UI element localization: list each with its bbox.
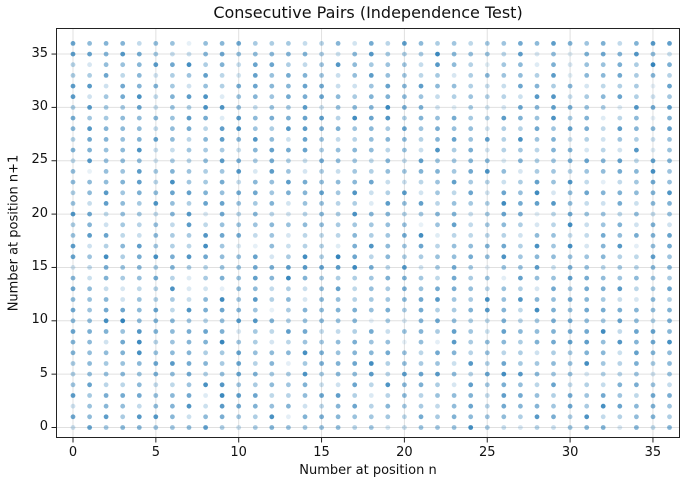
y-tick-label: 15 — [31, 258, 48, 274]
x-tick-label: 30 — [561, 445, 579, 460]
x-tick-label: 25 — [478, 445, 496, 460]
x-tick-label: 15 — [313, 445, 330, 460]
x-tick-label: 0 — [68, 445, 78, 460]
y-tick-label: 30 — [31, 98, 48, 114]
x-axis-label: Number at position n — [299, 463, 437, 478]
axis-spines — [56, 28, 680, 438]
x-tick-label: 5 — [151, 445, 160, 460]
y-tick-label: 25 — [31, 152, 48, 168]
axis-ticks — [51, 53, 654, 443]
x-tick-label: 20 — [396, 445, 413, 460]
scatter-dots — [70, 41, 672, 430]
gridlines — [56, 28, 680, 438]
x-tick-label: 10 — [230, 445, 247, 460]
y-tick-label: 5 — [39, 365, 48, 381]
y-tick-label: 0 — [39, 419, 48, 434]
y-tick-label: 35 — [31, 45, 48, 61]
chart-title: Consecutive Pairs (Independence Test) — [213, 3, 523, 22]
y-tick-label: 20 — [31, 205, 48, 221]
y-axis-label: Number at position n+1 — [6, 154, 22, 312]
y-tick-label: 10 — [31, 312, 48, 328]
x-tick-label: 35 — [644, 445, 662, 460]
